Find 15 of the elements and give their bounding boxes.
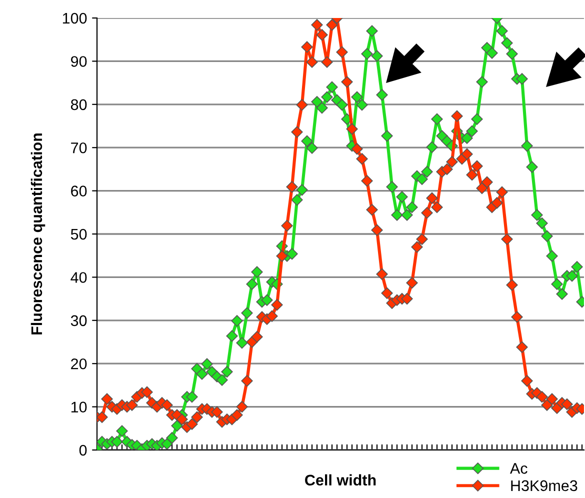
legend-label: H3K9me3 bbox=[511, 480, 578, 492]
y-axis-title: Fluorescence quantification bbox=[30, 133, 46, 334]
y-tick-label: 40 bbox=[70, 272, 87, 283]
legend-label: Ac bbox=[510, 463, 528, 474]
y-tick-label: 70 bbox=[71, 142, 87, 154]
y-tick-label: 90 bbox=[71, 56, 87, 67]
y-tick-label: 0 bbox=[79, 444, 87, 456]
y-tick-label: 100 bbox=[62, 12, 87, 24]
y-tick-label: 60 bbox=[71, 186, 87, 196]
y-tick-label: 80 bbox=[70, 99, 87, 110]
y-tick-label: 50 bbox=[70, 228, 87, 240]
y-tick-label: 10 bbox=[71, 402, 87, 412]
y-tick-label: 30 bbox=[70, 315, 87, 326]
y-tick-label: 20 bbox=[71, 358, 87, 370]
x-axis-title: Cell width bbox=[305, 474, 376, 486]
